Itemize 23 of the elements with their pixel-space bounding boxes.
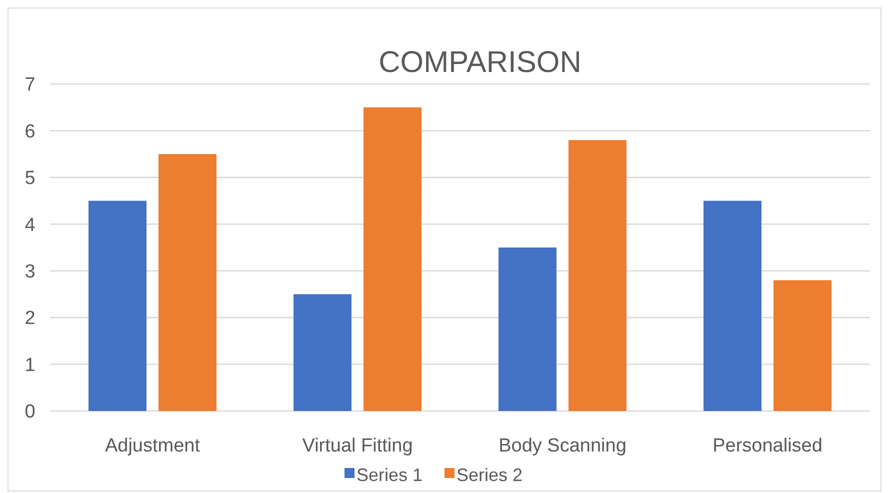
y-tick-label: 0 (24, 402, 36, 423)
y-tick-label: 7 (24, 74, 36, 96)
bar (568, 140, 626, 411)
x-tick-label: Virtual Fitting (302, 436, 413, 457)
y-tick-label: 6 (24, 121, 36, 142)
y-tick-label: 2 (24, 308, 36, 330)
bar (88, 200, 146, 411)
chart-title: COMPARISON (378, 46, 582, 79)
y-tick-label: 4 (24, 214, 36, 236)
bar (364, 107, 422, 411)
legend-label: Series 2 (456, 465, 523, 485)
y-tick-label: 5 (24, 168, 36, 190)
y-tick-label: 1 (24, 354, 36, 376)
bar (704, 200, 762, 411)
bar (294, 294, 352, 411)
bar (158, 154, 216, 411)
bar (774, 280, 832, 411)
legend-label: Series 1 (356, 465, 423, 485)
x-tick-label: Body Scanning (498, 436, 626, 457)
y-tick-label: 3 (24, 262, 36, 283)
x-tick-label: Adjustment (104, 436, 201, 457)
x-tick-label: Personalised (712, 436, 822, 457)
bar (498, 248, 556, 411)
